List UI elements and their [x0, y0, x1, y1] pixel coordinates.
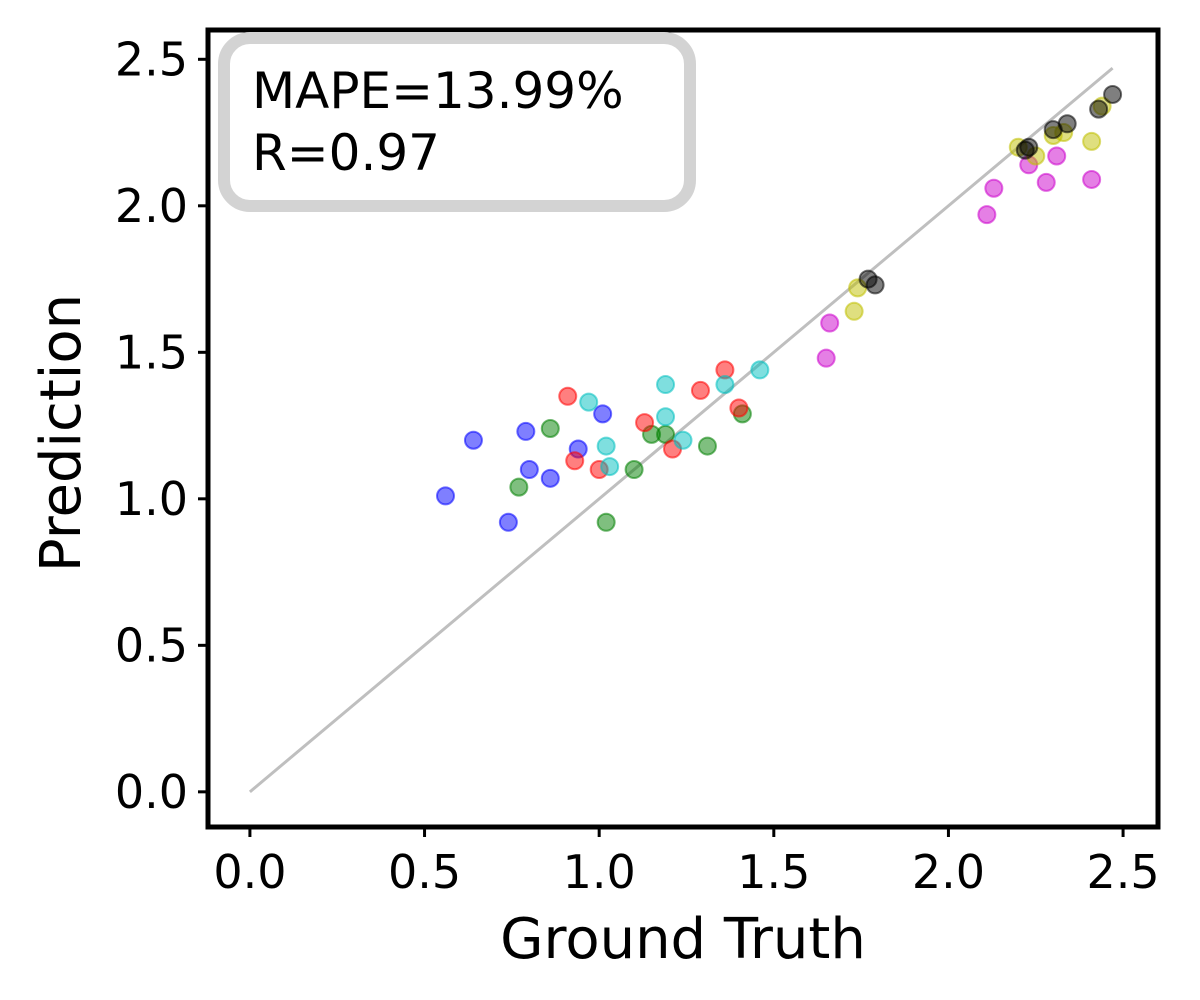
- data-point: [984, 178, 1004, 198]
- data-point: [565, 451, 585, 471]
- mape-text: MAPE=13.99%: [252, 62, 624, 120]
- data-point: [1019, 137, 1039, 157]
- data-point: [697, 436, 717, 456]
- data-point: [463, 430, 483, 450]
- data-point: [540, 468, 560, 488]
- x-tick-label: 0.5: [388, 845, 461, 899]
- data-point: [1047, 146, 1067, 166]
- y-tick-label: 1.0: [115, 472, 188, 526]
- x-tick-label: 1.5: [737, 845, 810, 899]
- r-value-text: R=0.97: [252, 124, 440, 182]
- data-point: [690, 380, 710, 400]
- x-tick-label: 2.5: [1086, 845, 1159, 899]
- data-point: [509, 477, 529, 497]
- data-point: [844, 301, 864, 321]
- data-point: [436, 486, 455, 506]
- y-tick-label: 2.0: [115, 179, 188, 233]
- data-point: [593, 404, 613, 424]
- data-point: [750, 360, 770, 380]
- data-point: [673, 430, 693, 450]
- data-point: [977, 205, 997, 225]
- y-tick-label: 1.5: [115, 325, 188, 379]
- y-tick-label: 0.5: [115, 618, 188, 672]
- stats-annotation: MAPE=13.99% R=0.97: [218, 32, 696, 212]
- data-point: [624, 460, 644, 480]
- x-axis-label: Ground Truth: [500, 907, 866, 972]
- data-point: [1103, 84, 1123, 104]
- data-point: [600, 457, 620, 477]
- data-point: [635, 413, 655, 433]
- x-tick-label: 1.0: [563, 845, 636, 899]
- data-point: [820, 313, 840, 333]
- reference-line: [248, 66, 1114, 793]
- plot-frame: [205, 27, 1161, 830]
- x-tick-label: 2.0: [912, 845, 985, 899]
- data-point: [816, 348, 836, 368]
- stats-annotation-box: [218, 32, 696, 212]
- data-point: [729, 398, 749, 418]
- x-tick-label: 0.0: [213, 845, 286, 899]
- data-point: [1057, 114, 1077, 134]
- data-point: [715, 375, 735, 395]
- y-tick-label: 2.5: [115, 32, 188, 86]
- data-point: [596, 436, 616, 456]
- data-point: [1036, 172, 1056, 192]
- reference-line-layer: [248, 66, 1114, 793]
- data-points-layer: [436, 84, 1123, 532]
- data-point: [519, 460, 539, 480]
- data-point: [579, 392, 599, 412]
- data-point: [558, 386, 578, 406]
- data-point: [656, 407, 676, 427]
- data-point: [1082, 169, 1102, 189]
- data-point: [498, 512, 518, 532]
- data-point: [865, 275, 885, 295]
- data-point: [596, 512, 616, 532]
- y-axis-label: Prediction: [29, 294, 94, 572]
- axis-ticks-layer: 0.0 0.5 1.0 1.5 2.0 2.5 0.0 0.5 1.0 1.5 2.0 2.5: [115, 32, 1160, 899]
- data-point: [656, 375, 676, 395]
- data-point: [516, 421, 536, 441]
- y-tick-label: 0.0: [115, 765, 188, 819]
- data-point: [1089, 99, 1109, 119]
- data-point: [1082, 131, 1102, 151]
- data-point: [540, 419, 560, 438]
